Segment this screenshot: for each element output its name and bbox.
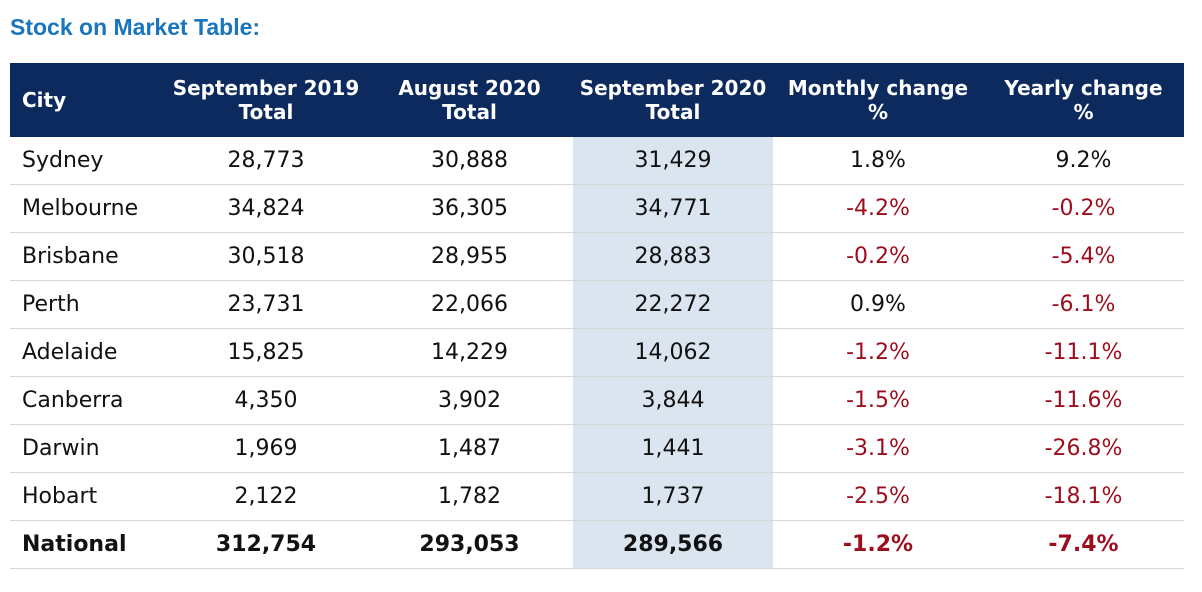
cell-aug2020: 36,305	[366, 184, 573, 233]
cell-yearly: -5.4%	[983, 232, 1184, 281]
cell-city: National	[10, 520, 166, 569]
cell-sep2019: 30,518	[166, 232, 366, 281]
table-row: Canberra 4,350 3,902 3,844 -1.5% -11.6%	[10, 376, 1184, 425]
cell-yearly: -18.1%	[983, 472, 1184, 521]
table-row: Melbourne 34,824 36,305 34,771 -4.2% -0.2%	[10, 184, 1184, 233]
cell-sep2019: 15,825	[166, 328, 366, 377]
cell-yearly: -11.1%	[983, 328, 1184, 377]
header-september-2019: September 2019 Total	[166, 63, 366, 137]
cell-sep2019: 28,773	[166, 137, 366, 185]
cell-sep2019: 312,754	[166, 520, 366, 569]
table-row: Darwin 1,969 1,487 1,441 -3.1% -26.8%	[10, 424, 1184, 473]
table-row: Hobart 2,122 1,782 1,737 -2.5% -18.1%	[10, 472, 1184, 521]
table-body: Sydney 28,773 30,888 31,429 1.8% 9.2% Melbourn…	[10, 137, 1184, 569]
cell-aug2020: 3,902	[366, 376, 573, 425]
cell-sep2019: 23,731	[166, 280, 366, 329]
header-row: City September 2019 Total August 2020 Tota…	[10, 63, 1184, 137]
cell-aug2020: 1,782	[366, 472, 573, 521]
cell-monthly: -3.1%	[773, 424, 983, 473]
cell-aug2020: 28,955	[366, 232, 573, 281]
table-row: Sydney 28,773 30,888 31,429 1.8% 9.2%	[10, 137, 1184, 185]
cell-sep2019: 34,824	[166, 184, 366, 233]
cell-sep2020: 1,441	[573, 424, 773, 473]
header-monthly-change: Monthly change%	[773, 63, 983, 137]
stock-on-market-table: City September 2019 Total August 2020 Tota…	[10, 63, 1184, 569]
cell-monthly: -2.5%	[773, 472, 983, 521]
cell-sep2020: 3,844	[573, 376, 773, 425]
cell-city: Perth	[10, 280, 166, 329]
cell-monthly: -0.2%	[773, 232, 983, 281]
cell-yearly: -26.8%	[983, 424, 1184, 473]
table-row: Adelaide 15,825 14,229 14,062 -1.2% -11.1%	[10, 328, 1184, 377]
cell-monthly: -1.2%	[773, 520, 983, 569]
cell-monthly: 1.8%	[773, 137, 983, 185]
cell-monthly: -4.2%	[773, 184, 983, 233]
cell-city: Canberra	[10, 376, 166, 425]
table-row: Perth 23,731 22,066 22,272 0.9% -6.1%	[10, 280, 1184, 329]
cell-sep2019: 4,350	[166, 376, 366, 425]
cell-city: Hobart	[10, 472, 166, 521]
cell-aug2020: 1,487	[366, 424, 573, 473]
cell-city: Sydney	[10, 137, 166, 185]
cell-yearly: -0.2%	[983, 184, 1184, 233]
cell-yearly: -11.6%	[983, 376, 1184, 425]
cell-sep2019: 1,969	[166, 424, 366, 473]
table-row: Brisbane 30,518 28,955 28,883 -0.2% -5.4%	[10, 232, 1184, 281]
cell-sep2019: 2,122	[166, 472, 366, 521]
cell-aug2020: 14,229	[366, 328, 573, 377]
cell-sep2020: 289,566	[573, 520, 773, 569]
header-august-2020: August 2020 Total	[366, 63, 573, 137]
cell-sep2020: 34,771	[573, 184, 773, 233]
header-yearly-change: Yearly change%	[983, 63, 1184, 137]
cell-yearly: 9.2%	[983, 137, 1184, 185]
cell-sep2020: 22,272	[573, 280, 773, 329]
table-row-total: National 312,754 293,053 289,566 -1.2% -…	[10, 520, 1184, 569]
page-title: Stock on Market Table:	[10, 14, 261, 40]
cell-sep2020: 1,737	[573, 472, 773, 521]
cell-sep2020: 31,429	[573, 137, 773, 185]
cell-monthly: -1.2%	[773, 328, 983, 377]
cell-aug2020: 22,066	[366, 280, 573, 329]
cell-city: Melbourne	[10, 184, 166, 233]
cell-sep2020: 14,062	[573, 328, 773, 377]
cell-city: Darwin	[10, 424, 166, 473]
cell-aug2020: 30,888	[366, 137, 573, 185]
cell-sep2020: 28,883	[573, 232, 773, 281]
cell-city: Adelaide	[10, 328, 166, 377]
cell-city: Brisbane	[10, 232, 166, 281]
header-city: City	[10, 63, 166, 137]
cell-monthly: -1.5%	[773, 376, 983, 425]
header-september-2020: September 2020 Total	[573, 63, 773, 137]
cell-aug2020: 293,053	[366, 520, 573, 569]
cell-yearly: -6.1%	[983, 280, 1184, 329]
cell-yearly: -7.4%	[983, 520, 1184, 569]
cell-monthly: 0.9%	[773, 280, 983, 329]
